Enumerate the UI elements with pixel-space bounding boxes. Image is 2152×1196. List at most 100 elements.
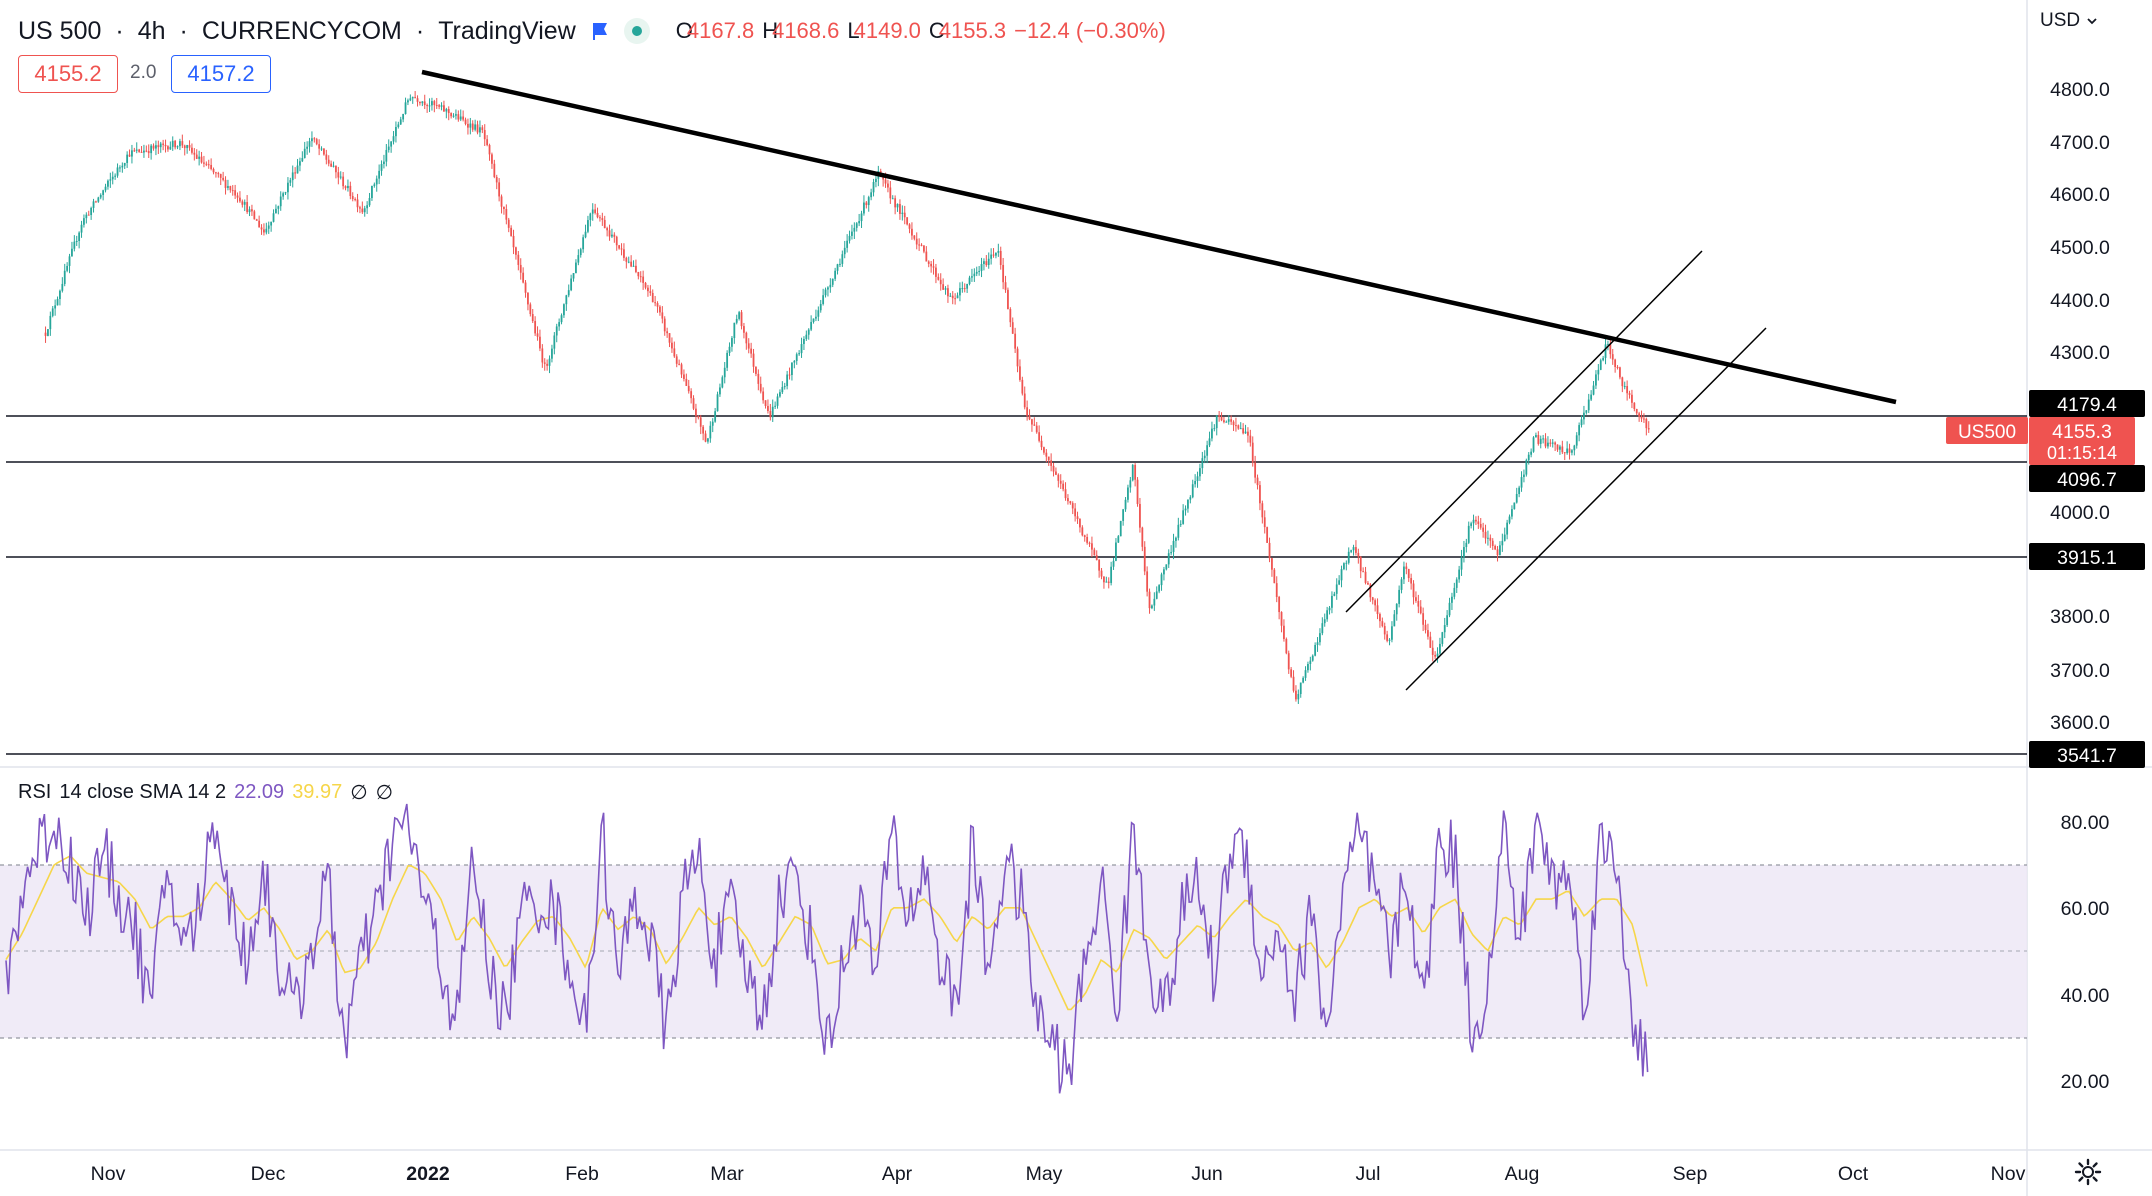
market-open-dot-icon[interactable] [623,18,650,44]
candle-body [1506,522,1509,535]
candle-body [923,245,925,252]
candle-body [723,367,726,378]
candle-body [200,156,203,163]
candle-body [332,165,335,167]
candle-body [1211,428,1213,439]
candle-body [932,266,935,268]
candle-body [1165,564,1168,570]
candle-body [431,101,433,106]
candle-body [896,203,899,208]
candle-body [1494,545,1497,550]
candle-body [421,101,424,104]
candle-body [1463,547,1465,558]
candle-body [1035,425,1038,433]
candle-body [1122,509,1125,521]
candle-body [750,348,753,354]
candle-body [174,140,177,148]
currency-selector[interactable]: USD [2040,10,2098,32]
gear-icon[interactable] [2073,1157,2103,1187]
candle-body [704,433,707,442]
candle-body [1194,480,1197,485]
candle-body [990,254,993,259]
candle-body [503,206,505,210]
candle-body [1647,428,1650,430]
price-scale[interactable]: 4800.0 4700.0 4600.0 4500.0 4400.0 4300.… [2050,79,2110,734]
candle-body [1453,587,1456,597]
candle-body [229,186,232,191]
candle-body [270,221,273,226]
candle-body [1415,597,1417,601]
candle-body [407,100,409,103]
candle-body [176,146,179,148]
candle-body [1566,448,1569,454]
candle-body [575,262,577,274]
candle-body [1355,547,1357,553]
rsi-scale[interactable]: 80.00 60.00 40.00 20.00 [2061,812,2110,1093]
candle-body [291,172,294,181]
candle-body [795,354,798,361]
candle-body [308,141,311,147]
symbol-name[interactable]: US 500 [18,16,102,45]
blue-flag-icon[interactable] [590,21,610,41]
candle-body [44,332,47,336]
candle-body [397,124,400,127]
interval-label[interactable]: 4h [137,16,166,45]
time-label: Jul [1356,1163,1381,1185]
candle-body [594,209,597,213]
candle-body [527,292,529,305]
rsi-legend[interactable]: RSI 14 close SMA 14 2 22.09 39.97 ∅ ∅ [18,780,393,805]
candle-body [956,295,959,299]
candle-body [875,178,877,183]
candle-body [601,218,604,220]
channel-upper-line[interactable] [1345,250,1703,613]
candle-body [1007,289,1009,310]
candle-body [455,114,457,116]
candle-body [656,303,659,307]
candle-body [78,232,81,242]
downtrend-line[interactable] [421,69,1897,405]
candle-body [1302,677,1305,683]
candle-body [959,288,961,296]
candle-body [891,198,894,200]
candle-body [1448,602,1451,616]
candle-body [1043,447,1045,453]
candle-body [303,148,306,159]
candle-body [301,158,304,162]
candle-body [471,123,474,130]
separator-dot: · [115,16,124,45]
sell-price-button[interactable]: 4155.2 [18,55,118,93]
candle-body [618,245,621,249]
candle-body [815,316,817,319]
candle-body [392,136,395,142]
buy-price-button[interactable]: 4157.2 [171,55,271,93]
time-axis[interactable]: Nov Dec 2022 Feb Mar Apr May Jun Jul Aug… [91,1163,2026,1185]
candle-body [1273,569,1276,584]
candle-body [848,235,851,241]
candle-body [1278,596,1281,613]
candle-body [1285,638,1288,654]
candle-body [1247,431,1249,436]
candle-body [1074,508,1077,517]
candle-body [863,202,865,214]
candle-body [486,139,489,146]
time-label: Aug [1505,1163,1540,1185]
candle-body [827,287,829,290]
level-tag-4096: 4096.7 [2029,465,2145,492]
candle-body [824,289,827,296]
candle-body [882,175,885,180]
candle-body [159,143,162,148]
candle-body [135,149,138,151]
candle-body [1614,359,1617,368]
candle-body [255,219,258,221]
candle-body [663,318,666,332]
candle-body [683,374,685,379]
candle-body [1091,543,1093,550]
candle-body [1599,360,1602,370]
channel-lower-line[interactable] [1405,327,1767,691]
candle-body [366,205,369,209]
candle-body [1422,613,1425,625]
candle-body [162,143,165,145]
candle-body [1100,570,1103,577]
price-label: 3600.0 [2050,712,2110,734]
